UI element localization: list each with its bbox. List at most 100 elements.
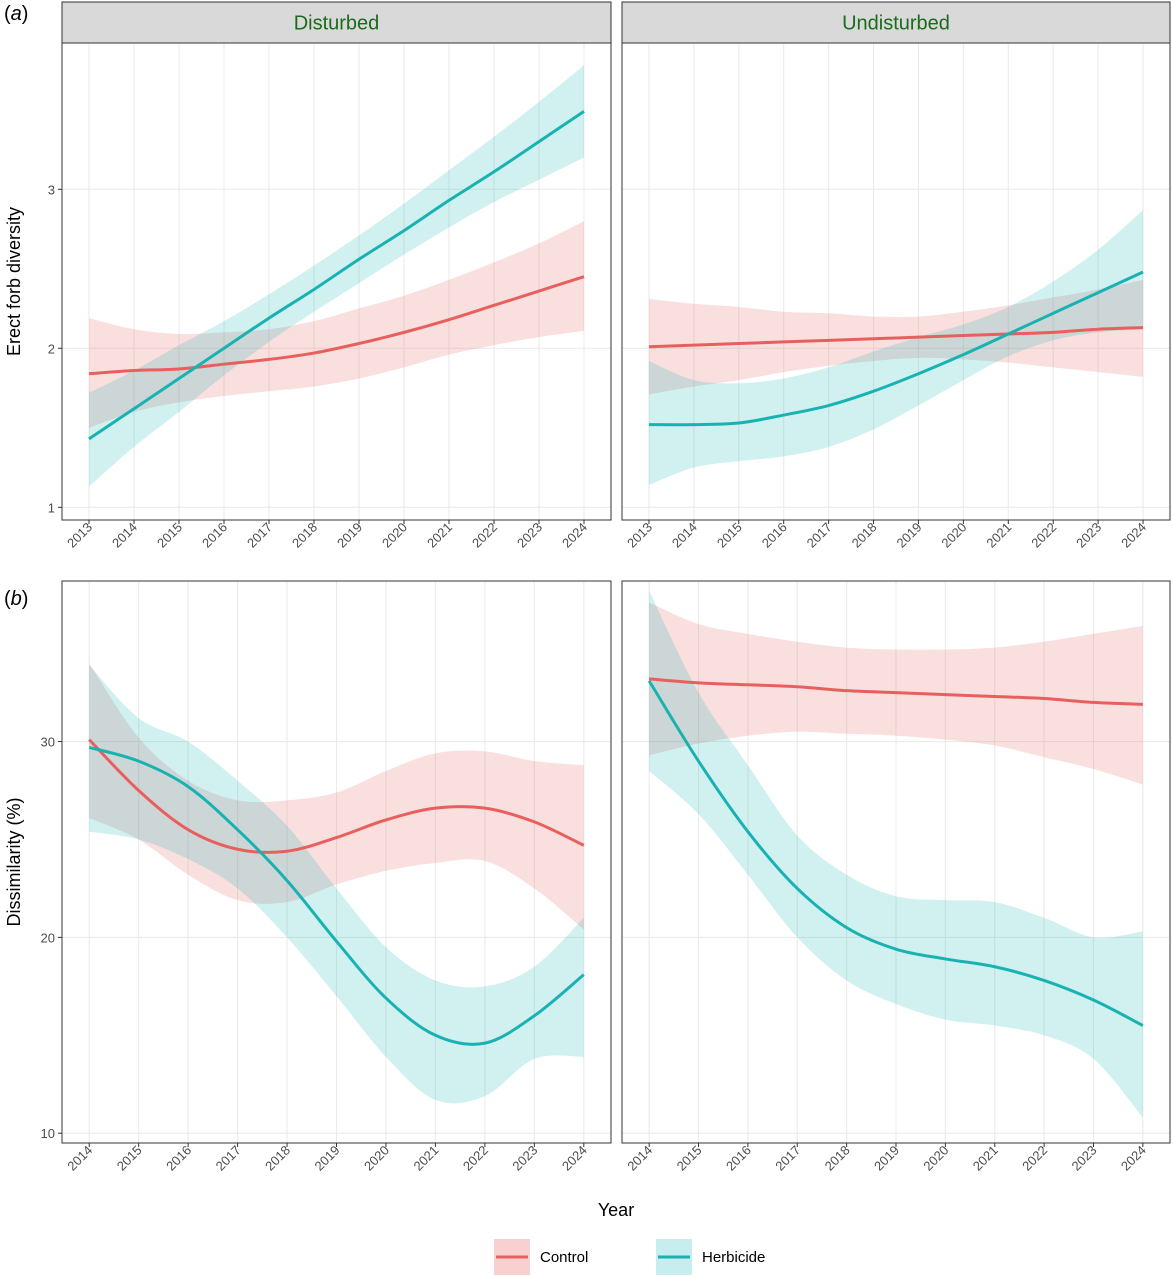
legend: Control Herbicide: [494, 1239, 765, 1275]
plot-background: [62, 43, 611, 520]
x-tick-label: 2021: [983, 520, 1014, 551]
series-line-herbicide: [88, 110, 585, 441]
series-line-herbicide: [647, 680, 1144, 1027]
row-tag: (b): [4, 588, 28, 610]
x-tick-label: 2017: [772, 1143, 803, 1174]
gridlines: [62, 581, 611, 1143]
y-axis: 1 2 3: [48, 182, 62, 515]
legend-item-herbicide: Herbicide: [656, 1239, 765, 1275]
y-axis-title: Dissimilarity (%): [4, 798, 24, 927]
facet-label: Disturbed: [294, 13, 380, 35]
series-line-control: [648, 326, 1144, 349]
gridlines: [622, 43, 1170, 520]
x-tick-label: 2016: [199, 520, 230, 551]
x-tick-label: 2024: [1118, 1143, 1149, 1174]
x-tick-label: 2013: [624, 520, 655, 551]
y-tick-label: 20: [41, 930, 55, 945]
panel-border: [621, 42, 1171, 521]
y-tick-label: 2: [48, 341, 55, 356]
row-tag-letter: b: [11, 588, 22, 610]
confidence-band-herbicide: [89, 665, 584, 1104]
panel-a-disturbed: Disturbed 2013 2014 2015 2016 2017 2018 2019 202…: [48, 1, 612, 551]
x-tick-label: 2019: [871, 1143, 902, 1174]
series-line-herbicide: [88, 746, 585, 1046]
series-line-control: [88, 275, 585, 376]
gridlines: [622, 581, 1170, 1143]
x-tick-label: 2015: [674, 1143, 705, 1174]
x-axis: 2014 2015 2016 2017 2018 2019 2020 2021 2022 2023…: [64, 1143, 590, 1174]
y-tick-label: 10: [41, 1126, 55, 1141]
x-tick-label: 2016: [723, 1143, 754, 1174]
y-tick-label: 3: [48, 182, 55, 197]
x-tick-label: 2022: [469, 520, 500, 551]
panel-border: [61, 42, 612, 521]
x-tick-label: 2022: [1019, 1143, 1050, 1174]
x-tick-label: 2024: [559, 1143, 590, 1174]
x-tick-label: 2015: [154, 520, 185, 551]
confidence-band-control: [89, 221, 584, 428]
x-tick-label: 2018: [822, 1143, 853, 1174]
row-tag-letter: a: [11, 3, 22, 25]
y-axis: 10 20 30: [41, 735, 62, 1141]
x-tick-label: 2014: [64, 1143, 95, 1174]
facet-label: Undisturbed: [842, 13, 950, 35]
x-tick-label: 2017: [804, 520, 835, 551]
gridlines: [62, 43, 611, 520]
y-tick-label: 30: [41, 735, 55, 750]
confidence-band-herbicide: [649, 590, 1143, 1118]
y-tick-label: 1: [48, 500, 55, 515]
legend-label-herbicide: Herbicide: [702, 1249, 765, 1266]
x-tick-label: 2016: [163, 1143, 194, 1174]
x-tick-label: 2024: [1118, 520, 1149, 551]
legend-item-control: Control: [494, 1239, 588, 1275]
panel-b-undisturbed: 2014 2015 2016 2017 2018 2019 2020 2021 2022 2023…: [621, 580, 1171, 1174]
panel-b-disturbed: 2014 2015 2016 2017 2018 2019 2020 2021 2022 2023…: [41, 580, 612, 1174]
x-tick-label: 2013: [64, 520, 95, 551]
series-line-herbicide: [648, 270, 1144, 427]
plot-background: [622, 43, 1170, 520]
row-tag-open: (: [4, 588, 11, 610]
x-tick-label: 2022: [1028, 520, 1059, 551]
x-axis: 2013 2014 2015 2016 2017 2018 2019 2020 2021 2022…: [624, 520, 1149, 551]
x-tick-label: 2014: [109, 520, 140, 551]
legend-label-control: Control: [540, 1249, 588, 1266]
x-tick-label: 2023: [1069, 1143, 1100, 1174]
row-a: (a) Erect forb diversity Disturbed 2013 2014…: [4, 1, 1171, 551]
row-b: (b) Dissimilarity (%) 2014 2015 2016 2017 2018…: [4, 580, 1171, 1174]
series-line-control: [649, 677, 1143, 706]
row-tag-close: ): [22, 3, 29, 25]
confidence-band-control: [89, 663, 584, 930]
x-tick-label: 2023: [514, 520, 545, 551]
x-tick-label: 2023: [1073, 520, 1104, 551]
x-axis: 2013 2014 2015 2016 2017 2018 2019 2020 2021 2022…: [64, 520, 590, 551]
row-tag-close: ): [22, 588, 29, 610]
x-tick-label: 2015: [114, 1143, 145, 1174]
x-tick-label: 2016: [759, 520, 790, 551]
row-tag: (a): [4, 3, 28, 25]
x-tick-label: 2018: [262, 1143, 293, 1174]
x-tick-label: 2018: [849, 520, 880, 551]
x-axis-title: Year: [598, 1200, 634, 1220]
x-tick-label: 2015: [714, 520, 745, 551]
x-tick-label: 2021: [424, 520, 455, 551]
y-axis-title: Erect forb diversity: [4, 207, 24, 356]
x-tick-label: 2020: [361, 1143, 392, 1174]
x-tick-label: 2014: [669, 520, 700, 551]
row-tag-open: (: [4, 3, 11, 25]
x-tick-label: 2017: [213, 1143, 244, 1174]
x-tick-label: 2020: [938, 520, 969, 551]
x-tick-label: 2017: [244, 520, 275, 551]
x-tick-label: 2022: [460, 1143, 491, 1174]
x-tick-label: 2019: [312, 1143, 343, 1174]
x-tick-label: 2020: [920, 1143, 951, 1174]
x-tick-label: 2024: [559, 520, 590, 551]
x-axis: 2014 2015 2016 2017 2018 2019 2020 2021 2022 2023…: [624, 1143, 1149, 1174]
x-tick-label: 2019: [894, 520, 925, 551]
x-tick-label: 2014: [624, 1143, 655, 1174]
x-tick-label: 2021: [410, 1143, 441, 1174]
x-tick-label: 2019: [334, 520, 365, 551]
x-tick-label: 2018: [289, 520, 320, 551]
series-line-control: [88, 738, 585, 854]
